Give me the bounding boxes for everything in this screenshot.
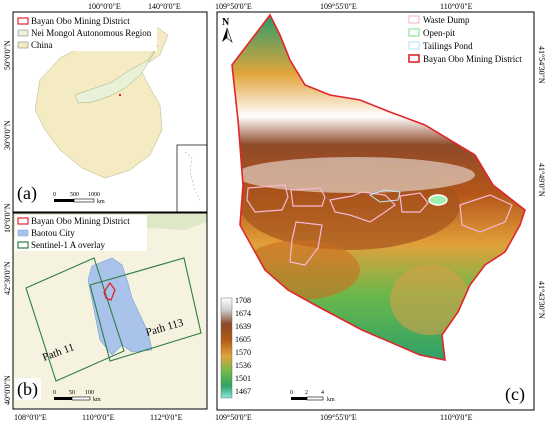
panel-a-left-tick-2: 30°0'0"N [3, 120, 12, 150]
waste-dump [290, 187, 326, 207]
inset-boundary [184, 151, 201, 201]
colorbar-label-6: 1536 [235, 361, 251, 370]
path-113-footprint [89, 257, 202, 362]
north-arrow-icon: N [222, 17, 233, 43]
south-china-sea-inset [176, 144, 208, 213]
legend-b-label-3: Sentinel-1 A overlay [31, 240, 105, 250]
svg-text:1000: 1000 [88, 192, 100, 198]
waste-dumps [246, 184, 513, 266]
waste-dump [459, 194, 513, 233]
legend-c-label-2: Open-pit [423, 28, 455, 38]
nei-mongol-shape [74, 44, 159, 104]
panel-a-label-box [15, 182, 41, 204]
panel-a-label: (a) [17, 183, 37, 204]
waste-dump [246, 184, 289, 213]
svg-text:50: 50 [69, 390, 75, 396]
legend-a-swatch-2 [17, 29, 29, 37]
waste-dump [399, 192, 429, 213]
panel-c-bottom-tick-1: 109°50'0"E [215, 413, 252, 422]
svg-text:km: km [93, 397, 101, 403]
panel-b-left-tick-2: 40°0'0"N [3, 375, 12, 405]
svg-text:0: 0 [53, 192, 56, 198]
legend-a-label-1: Bayan Obo Mining District [31, 16, 130, 26]
elevation-colorbar: 1708 1674 1639 1605 1570 1536 1501 1467 [220, 296, 251, 399]
legend-b-swatch-1 [17, 217, 29, 225]
svg-text:2: 2 [305, 390, 308, 396]
svg-text:km: km [97, 199, 105, 205]
legend-a-label-3: China [31, 40, 53, 50]
legend-c-label-4: Bayan Obo Mining District [423, 54, 522, 64]
panel-b-label: (b) [17, 379, 38, 400]
legend-c-swatch-3 [408, 41, 420, 50]
svg-text:100: 100 [85, 390, 94, 396]
legend-c-label-1: Waste Dump [423, 15, 470, 25]
panel-c-top-tick-3: 110°0'0"E [440, 2, 473, 11]
svg-text:N: N [222, 17, 230, 28]
waste-dump [289, 221, 323, 266]
colorbar-label-1: 1708 [235, 296, 251, 305]
legend-c-swatch-2 [408, 28, 420, 37]
mining-district-outline-b [103, 281, 116, 301]
waste-dump [329, 191, 396, 223]
svg-text:km: km [327, 397, 335, 403]
panel-b-frame [12, 212, 208, 410]
colorbar-label-5: 1570 [235, 348, 251, 357]
panel-b-bottom-tick-1: 108°0'0"E [14, 413, 47, 422]
legend-c-swatch-4 [408, 54, 420, 63]
svg-text:4: 4 [321, 390, 324, 396]
path-11-footprint [25, 257, 125, 382]
legend-a-swatch-3 [17, 41, 29, 49]
panel-b-legend [15, 215, 147, 251]
panel-a-frame [12, 11, 208, 213]
panel-a-scalebar: 0 500 1000 km [53, 192, 105, 205]
colorbar-label-3: 1639 [235, 322, 251, 331]
legend-c-swatch-1 [408, 15, 420, 24]
legend-a-label-2: Nei Mongol Autonomous Region [31, 28, 152, 38]
svg-text:0: 0 [53, 390, 56, 396]
panel-c-legend: Waste Dump Open-pit Tailings Pond Bayan … [408, 15, 522, 64]
colorbar-ramp [220, 297, 233, 399]
panel-c-scalebar: 0 2 4 km [290, 390, 335, 403]
panel-a-top-tick-2: 140°0'0"E [148, 2, 181, 11]
legend-b-label-2: Baotou City [31, 228, 75, 238]
svg-text:500: 500 [70, 192, 79, 198]
panel-a: Bayan Obo Mining District Nei Mongol Aut… [3, 2, 208, 233]
panel-b-bottom-tick-3: 112°0'0"E [150, 413, 183, 422]
panel-b-scalebar: 0 50 100 km [53, 390, 101, 403]
panel-c-top-tick-1: 109°50'0"E [215, 2, 252, 11]
colorbar-label-2: 1674 [235, 309, 251, 318]
panel-a-top-tick-1: 100°0'0"E [88, 2, 121, 11]
panel-b-label-box [15, 378, 41, 400]
legend-a-swatch-1 [17, 17, 29, 25]
mining-district-marker [119, 94, 121, 96]
panel-c-right-tick-1: 41°54'30"N [537, 46, 546, 84]
panel-b: Path 11 Path 113 Bayan Obo Mining Distri… [3, 212, 208, 422]
panel-c-bottom-tick-2: 109°55'0"E [320, 413, 357, 422]
panel-c: N Waste Dump Open-pit Tailings Pond Baya… [215, 2, 546, 422]
panel-c-frame [216, 11, 535, 411]
panel-b-bottom-tick-2: 110°0'0"E [82, 413, 115, 422]
tailings-pond [368, 189, 401, 203]
svg-text:0: 0 [290, 390, 293, 396]
legend-b-swatch-3 [17, 241, 29, 249]
legend-b-swatch-2 [17, 229, 29, 237]
colorbar-label-7: 1501 [235, 374, 251, 383]
open-pit [428, 194, 448, 206]
panel-c-right-tick-3: 41°43'30"N [537, 281, 546, 319]
panel-c-top-tick-2: 109°55'0"E [320, 2, 357, 11]
mining-district-boundary [231, 13, 526, 362]
panel-a-left-tick-3: 10°0'0"N [3, 203, 12, 233]
colorbar-label-8: 1467 [235, 387, 251, 396]
panel-c-label: (c) [505, 384, 525, 405]
panel-c-bottom-tick-3: 110°0'0"E [440, 413, 473, 422]
panel-a-left-tick-1: 50°0'0"N [3, 40, 12, 70]
panel-c-right-tick-2: 41°49'0"N [537, 163, 546, 197]
panel-a-legend [15, 15, 157, 51]
legend-c-label-3: Tailings Pond [423, 41, 473, 51]
colorbar-label-4: 1605 [235, 335, 251, 344]
legend-b-label-1: Bayan Obo Mining District [31, 216, 130, 226]
panel-b-left-tick-1: 42°30'0"N [3, 261, 12, 295]
